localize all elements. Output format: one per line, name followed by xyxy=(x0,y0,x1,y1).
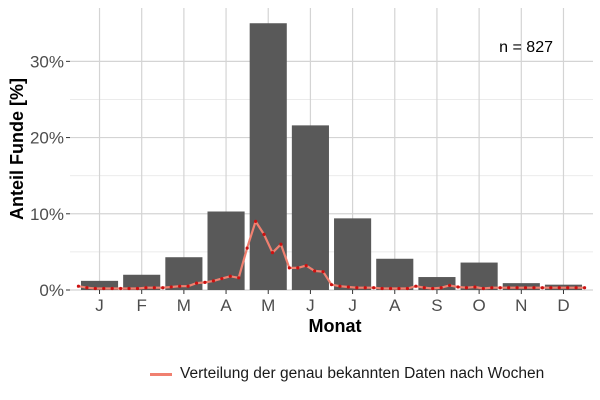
series-point xyxy=(515,286,519,290)
series-point xyxy=(380,286,384,291)
series-point xyxy=(127,286,131,291)
x-tick-label: J xyxy=(306,296,315,315)
series-point xyxy=(481,286,485,291)
x-tick-label: D xyxy=(557,296,569,315)
series-point xyxy=(490,286,494,290)
legend-line-swatch xyxy=(150,372,172,376)
series-point xyxy=(178,284,182,288)
bar xyxy=(376,258,414,290)
series-point xyxy=(296,266,300,270)
bar xyxy=(165,257,203,290)
series-point xyxy=(161,286,165,290)
series-point xyxy=(549,286,553,290)
x-tick-label: A xyxy=(389,296,401,315)
x-tick-label: N xyxy=(515,296,527,315)
series-point xyxy=(220,276,224,281)
series-point xyxy=(186,284,190,288)
series-point xyxy=(253,219,258,224)
series-point xyxy=(228,274,232,278)
series-point xyxy=(119,286,123,291)
series-point xyxy=(85,286,89,290)
y-tick-label: 10% xyxy=(30,205,64,224)
bar xyxy=(80,280,119,290)
series-point xyxy=(279,242,283,246)
series-point xyxy=(523,286,528,290)
series-point xyxy=(431,286,435,291)
series-point xyxy=(388,286,393,291)
series-point xyxy=(262,232,266,236)
bar xyxy=(460,262,498,290)
x-tick-label: A xyxy=(220,296,232,315)
series-point xyxy=(304,264,308,268)
series-point xyxy=(135,286,140,291)
series-point xyxy=(237,276,241,280)
x-axis-label: Monat xyxy=(309,316,362,336)
bar xyxy=(123,274,161,290)
series-point xyxy=(439,286,443,290)
series-point xyxy=(287,266,291,270)
panel-background xyxy=(70,8,593,290)
series-point xyxy=(557,286,561,290)
weekly-series xyxy=(76,219,587,291)
series-point xyxy=(507,286,511,290)
series-point xyxy=(363,286,367,290)
x-tick-label: S xyxy=(431,296,442,315)
series-point xyxy=(532,286,536,290)
x-tick-label: M xyxy=(177,296,191,315)
series-point xyxy=(270,251,275,255)
bar xyxy=(249,23,287,290)
bar xyxy=(334,218,372,290)
series-point xyxy=(144,286,148,290)
y-tick-label: 0% xyxy=(39,281,64,300)
bar xyxy=(291,125,329,290)
series-point xyxy=(110,286,114,291)
series-point xyxy=(405,286,410,291)
series-point xyxy=(338,284,342,288)
x-tick-label: J xyxy=(348,296,357,315)
series-point xyxy=(464,286,469,290)
series-point xyxy=(422,286,426,290)
series-point xyxy=(313,269,317,273)
y-axis-ticks: 0% 10% 20% 30% xyxy=(30,52,70,300)
x-tick-label: M xyxy=(261,296,275,315)
series-point xyxy=(397,286,401,291)
series-point xyxy=(346,285,350,289)
series-point xyxy=(194,281,199,285)
bar xyxy=(502,283,540,290)
series-point xyxy=(414,284,418,288)
x-tick-label: J xyxy=(95,296,104,315)
series-point xyxy=(582,286,587,290)
series-point xyxy=(169,285,173,289)
series-point xyxy=(245,246,249,250)
series-point xyxy=(473,285,477,289)
series-point xyxy=(152,286,156,290)
sample-size-annotation: n = 827 xyxy=(499,39,553,56)
series-point xyxy=(102,286,106,291)
series-point xyxy=(540,286,544,290)
series-point xyxy=(211,279,216,283)
series-point xyxy=(203,280,207,284)
series-point xyxy=(447,283,452,288)
series-point xyxy=(498,286,502,290)
x-tick-label: O xyxy=(473,296,486,315)
series-point xyxy=(372,286,376,290)
y-axis-label: Anteil Funde [%] xyxy=(7,78,27,220)
x-tick-label: F xyxy=(137,296,147,315)
series-point xyxy=(574,286,578,290)
series-point xyxy=(329,283,334,287)
series-point xyxy=(321,270,325,274)
series-point xyxy=(456,285,460,289)
y-tick-label: 30% xyxy=(30,52,64,71)
legend: Verteilung der genau bekannten Daten nac… xyxy=(150,361,544,387)
legend-label: Verteilung der genau bekannten Daten nac… xyxy=(180,365,545,382)
series-point xyxy=(355,286,359,290)
y-tick-label: 20% xyxy=(30,129,64,148)
series-point xyxy=(76,284,81,288)
series-point xyxy=(93,286,97,291)
series-point xyxy=(566,286,570,290)
